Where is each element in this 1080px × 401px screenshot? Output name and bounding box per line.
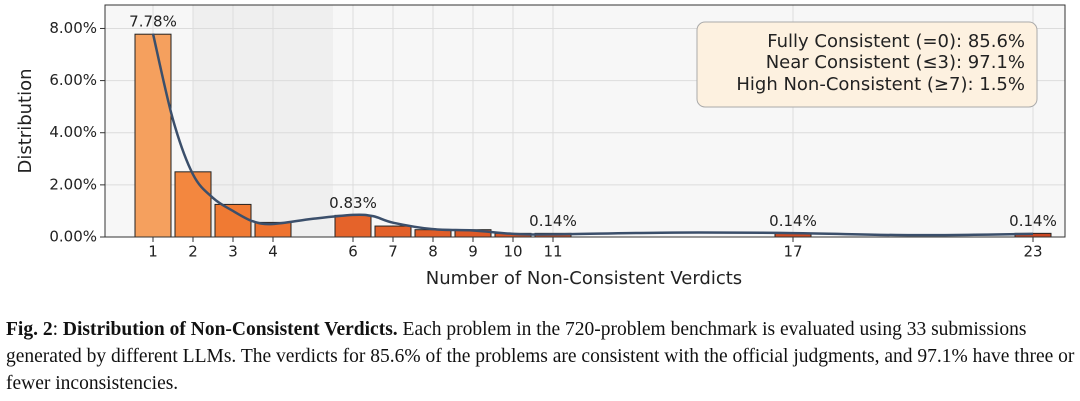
annotation-line: Fully Consistent (=0): 85.6% (767, 31, 1025, 52)
bar (334, 214, 372, 238)
chart: Number of Non-Consistent Verdicts Distri… (15, 4, 1066, 289)
caption-part: Fig. 2 (6, 319, 53, 340)
x-tick-label: 8 (428, 243, 438, 261)
plot-band (193, 5, 333, 237)
bar (134, 33, 172, 238)
x-axis-label: Number of Non-Consistent Verdicts (426, 268, 742, 289)
kde-curve (151, 33, 1034, 237)
value-label: 0.14% (529, 212, 577, 230)
value-label: 7.78% (129, 13, 177, 31)
annotation-line: High Non-Consistent (≥7): 1.5% (736, 74, 1025, 95)
x-tick-label: 4 (268, 243, 278, 261)
annotation-box (696, 21, 1038, 108)
bar (374, 225, 412, 238)
annotation-line: Near Consistent (≤3): 97.1% (766, 52, 1025, 73)
x-tick-label: 11 (543, 243, 562, 261)
y-tick-label: 0.00% (49, 228, 97, 246)
y-tick-label: 4.00% (49, 123, 97, 141)
bar (174, 171, 212, 238)
value-label: 0.83% (329, 194, 377, 212)
x-tick-label: 6 (348, 243, 358, 261)
x-tick-label: 2 (188, 243, 198, 261)
caption: Fig. 2: Distribution of Non-Consistent V… (6, 316, 1076, 397)
x-tick-label: 23 (1023, 243, 1042, 261)
value-label: 0.14% (1009, 212, 1057, 230)
x-tick-label: 1 (148, 243, 158, 261)
caption-part: Each problem in the 720-problem benchmar… (6, 319, 1075, 394)
y-tick-label: 2.00% (49, 175, 97, 193)
y-tick-label: 6.00% (49, 71, 97, 89)
x-tick-label: 3 (228, 243, 238, 261)
y-axis-label: Distribution (15, 68, 36, 173)
x-tick-label: 7 (388, 243, 398, 261)
y-tick-label: 8.00% (49, 19, 97, 37)
plot-frame (104, 4, 1066, 238)
x-tick-label: 17 (783, 243, 802, 261)
x-tick-label: 9 (468, 243, 478, 261)
caption-part: Distribution of Non-Consistent Verdicts. (62, 319, 398, 340)
caption-part: : (52, 319, 63, 340)
value-label: 0.14% (769, 212, 817, 230)
x-tick-label: 10 (503, 243, 522, 261)
bar (214, 203, 252, 238)
